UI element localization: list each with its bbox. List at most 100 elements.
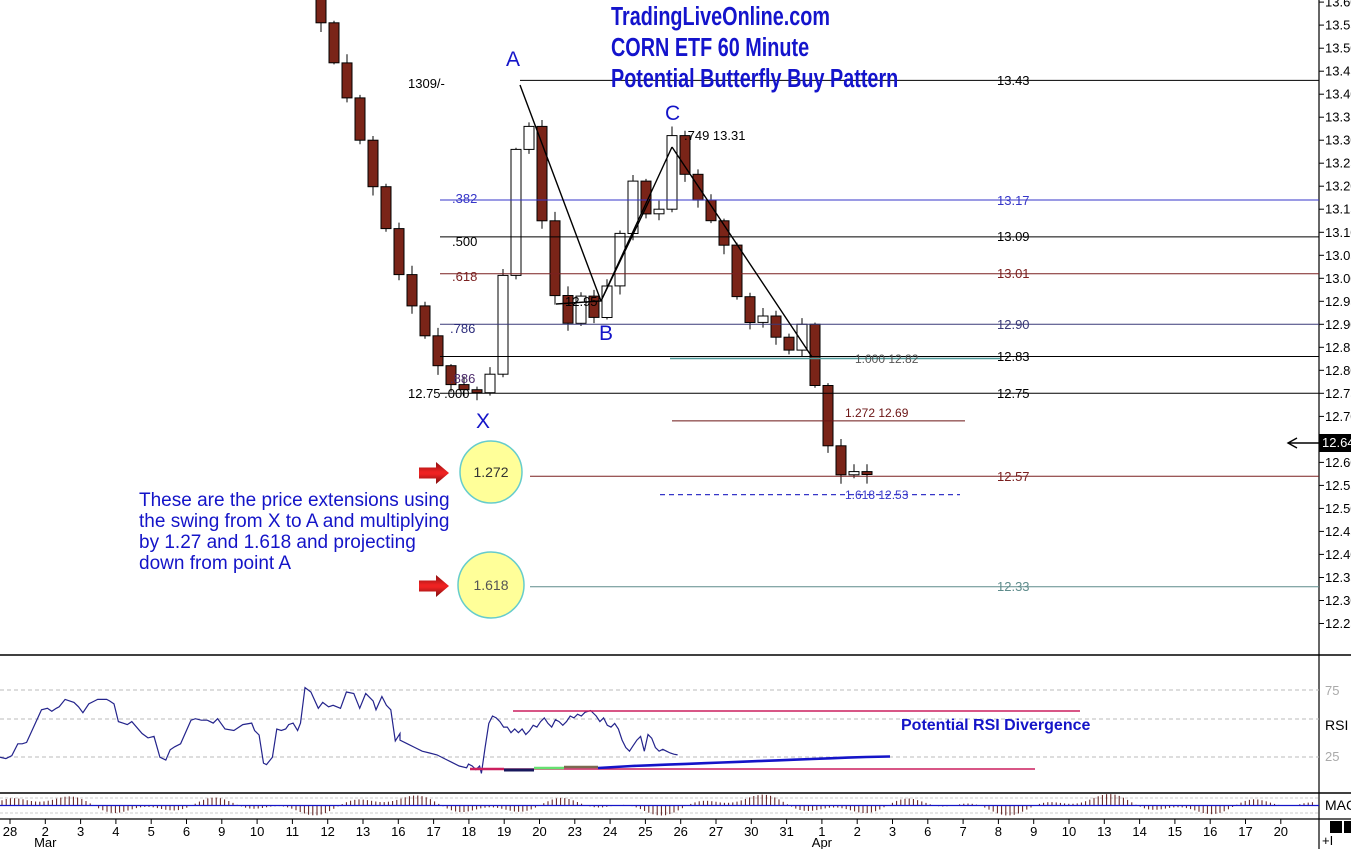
svg-text:13: 13 <box>356 824 370 839</box>
svg-text:Mar: Mar <box>34 835 57 849</box>
svg-text:12.55: 12.55 <box>1325 478 1351 493</box>
svg-text:1.000 12.82: 1.000 12.82 <box>855 352 919 366</box>
svg-text:13.10: 13.10 <box>1325 225 1351 240</box>
svg-text:15: 15 <box>1168 824 1182 839</box>
svg-text:6: 6 <box>183 824 190 839</box>
svg-text:13.00: 13.00 <box>1325 271 1351 286</box>
svg-text:13.01: 13.01 <box>997 266 1030 281</box>
svg-text:Potential RSI Divergence: Potential RSI Divergence <box>901 717 1090 734</box>
svg-text:2: 2 <box>854 824 861 839</box>
svg-text:12.33: 12.33 <box>997 579 1030 594</box>
svg-text:75: 75 <box>1325 683 1339 698</box>
svg-text:down from point A: down from point A <box>139 553 291 574</box>
svg-text:7: 7 <box>959 824 966 839</box>
svg-text:28: 28 <box>3 824 17 839</box>
svg-text:19: 19 <box>497 824 511 839</box>
svg-text:1.618 12.53: 1.618 12.53 <box>845 488 909 502</box>
svg-text:C: C <box>665 102 680 125</box>
svg-text:13.40: 13.40 <box>1325 87 1351 102</box>
svg-text:A: A <box>506 48 520 71</box>
svg-text:8: 8 <box>995 824 1002 839</box>
svg-text:12.80: 12.80 <box>1325 363 1351 378</box>
svg-text:12.85: 12.85 <box>1325 340 1351 355</box>
svg-text:18: 18 <box>462 824 476 839</box>
svg-text:13.45: 13.45 <box>1325 64 1351 79</box>
svg-text:17: 17 <box>426 824 440 839</box>
svg-text:12.25: 12.25 <box>1325 616 1351 631</box>
svg-text:24: 24 <box>603 824 617 839</box>
svg-text:Potential Butterfly Buy Patter: Potential Butterfly Buy Pattern <box>611 63 898 92</box>
svg-text:13.25: 13.25 <box>1325 156 1351 171</box>
svg-text:12.70: 12.70 <box>1325 409 1351 424</box>
svg-text:1309/-: 1309/- <box>408 76 445 91</box>
svg-text:13.20: 13.20 <box>1325 179 1351 194</box>
svg-text:.618: .618 <box>452 269 477 284</box>
svg-text:10: 10 <box>1062 824 1076 839</box>
svg-text:12.90: 12.90 <box>1325 317 1351 332</box>
svg-text:13: 13 <box>1097 824 1111 839</box>
svg-text:.786: .786 <box>450 321 475 336</box>
svg-text:CORN ETF 60 Minute: CORN ETF 60 Minute <box>611 32 809 61</box>
svg-text:3: 3 <box>889 824 896 839</box>
svg-text:20: 20 <box>532 824 546 839</box>
svg-text:12.90: 12.90 <box>997 317 1030 332</box>
svg-text:12.75 .000: 12.75 .000 <box>408 386 469 401</box>
svg-text:+I: +I <box>1322 833 1333 848</box>
svg-text:25: 25 <box>638 824 652 839</box>
svg-text:9: 9 <box>218 824 225 839</box>
svg-text:.886: .886 <box>450 371 475 386</box>
svg-text:14: 14 <box>1132 824 1146 839</box>
svg-text:13.35: 13.35 <box>1325 110 1351 125</box>
svg-text:3: 3 <box>77 824 84 839</box>
svg-text:12.95: 12.95 <box>1325 294 1351 309</box>
svg-text:13.09: 13.09 <box>997 229 1030 244</box>
svg-text:1.618: 1.618 <box>473 577 508 593</box>
svg-text:12.60: 12.60 <box>1325 455 1351 470</box>
svg-text:13.17: 13.17 <box>997 193 1030 208</box>
svg-text:RSI: RSI <box>1325 717 1348 733</box>
svg-text:6: 6 <box>924 824 931 839</box>
svg-text:12.64: 12.64 <box>1322 435 1351 450</box>
svg-text:12.35: 12.35 <box>1325 570 1351 585</box>
svg-text:Apr: Apr <box>812 835 833 849</box>
svg-text:20: 20 <box>1274 824 1288 839</box>
svg-text:26: 26 <box>673 824 687 839</box>
svg-text:.749 13.31: .749 13.31 <box>684 128 745 143</box>
svg-text:12.75: 12.75 <box>1325 386 1351 401</box>
svg-text:17: 17 <box>1238 824 1252 839</box>
svg-text:12.45: 12.45 <box>1325 524 1351 539</box>
svg-text:1.272: 1.272 <box>473 464 508 480</box>
svg-text:.500: .500 <box>452 234 477 249</box>
svg-text:12.40: 12.40 <box>1325 547 1351 562</box>
svg-text:27: 27 <box>709 824 723 839</box>
svg-text:TradingLiveOnline.com: TradingLiveOnline.com <box>611 1 830 30</box>
svg-text:13.05: 13.05 <box>1325 248 1351 263</box>
svg-text:MACD: MACD <box>1325 797 1351 813</box>
svg-text:13.55: 13.55 <box>1325 18 1351 33</box>
svg-text:25: 25 <box>1325 749 1339 764</box>
svg-text:13.43: 13.43 <box>997 73 1030 88</box>
svg-text:1.272 12.69: 1.272 12.69 <box>845 406 909 420</box>
svg-text:16: 16 <box>1203 824 1217 839</box>
svg-text:by 1.27 and 1.618 and projecti: by 1.27 and 1.618 and projecting <box>139 532 416 553</box>
svg-text:12.50: 12.50 <box>1325 501 1351 516</box>
svg-text:12.95: 12.95 <box>565 294 598 309</box>
svg-text:X: X <box>476 410 490 433</box>
svg-text:11: 11 <box>286 824 300 839</box>
svg-text:12.57: 12.57 <box>997 469 1030 484</box>
svg-text:12.30: 12.30 <box>1325 593 1351 608</box>
svg-text:13.15: 13.15 <box>1325 202 1351 217</box>
svg-text:10: 10 <box>250 824 264 839</box>
svg-text:.382: .382 <box>452 191 477 206</box>
svg-text:9: 9 <box>1030 824 1037 839</box>
svg-text:5: 5 <box>148 824 155 839</box>
svg-text:23: 23 <box>568 824 582 839</box>
svg-text:16: 16 <box>391 824 405 839</box>
svg-text:4: 4 <box>112 824 119 839</box>
svg-text:B: B <box>599 322 613 345</box>
svg-text:the swing from X to A and mult: the swing from X to A and multiplying <box>139 511 450 532</box>
svg-text:13.50: 13.50 <box>1325 41 1351 56</box>
svg-text:31: 31 <box>779 824 793 839</box>
svg-text:13.30: 13.30 <box>1325 133 1351 148</box>
svg-text:12: 12 <box>320 824 334 839</box>
